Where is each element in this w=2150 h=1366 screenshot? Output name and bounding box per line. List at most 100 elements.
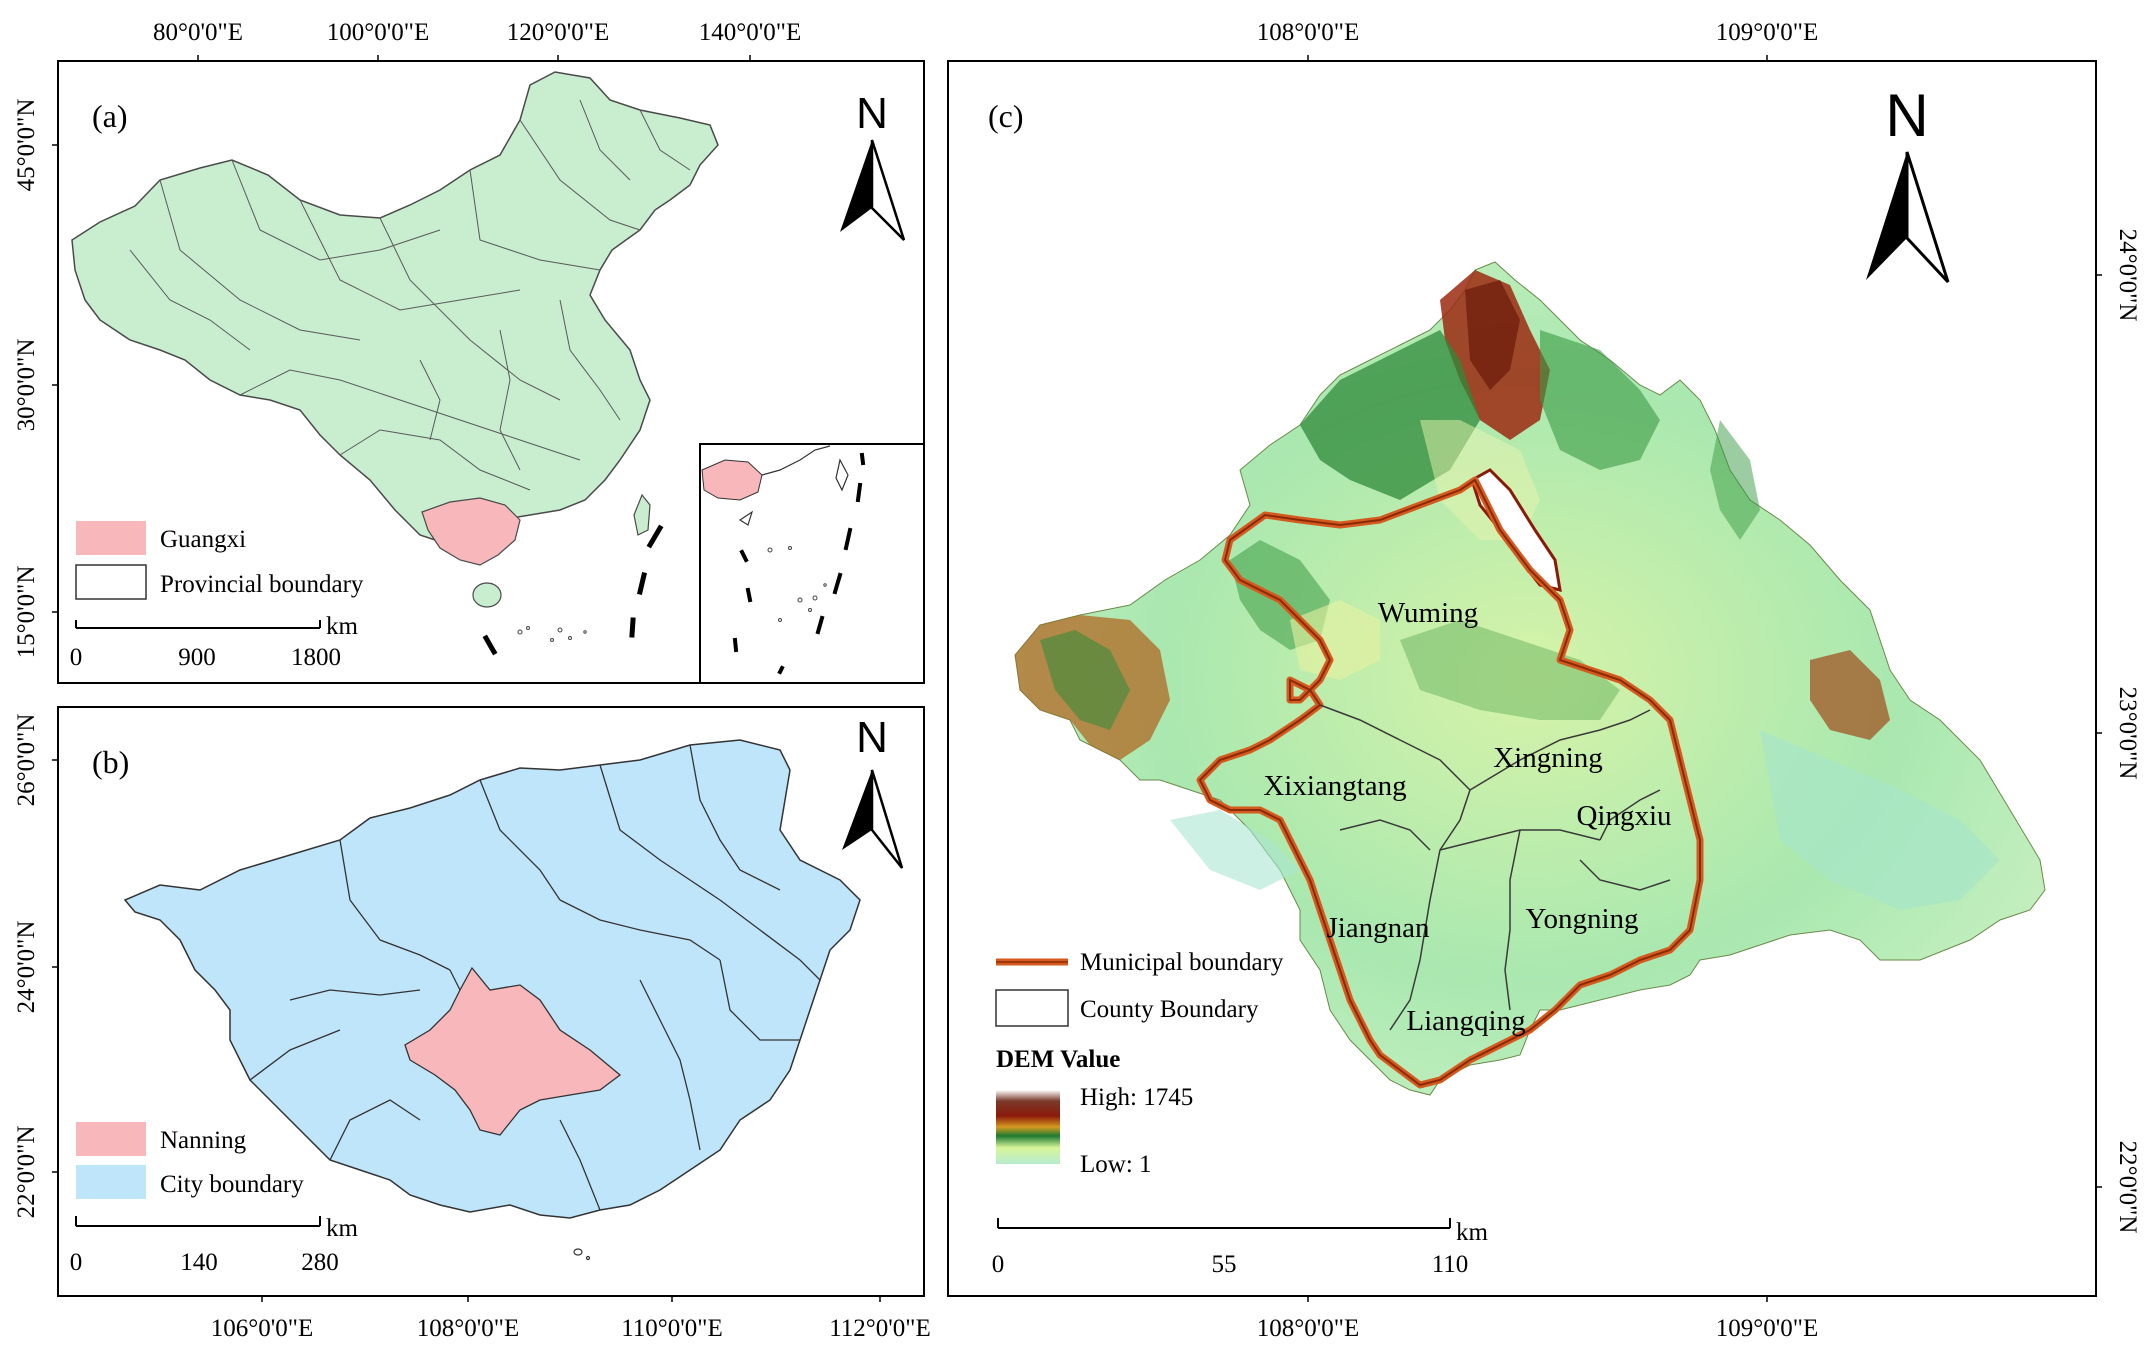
tick-label: 109°0'0"E — [1716, 1315, 1818, 1342]
tick-label: 45°0'0"N — [13, 99, 40, 192]
legend-swatch-guangxi — [76, 521, 146, 555]
inset-dashes — [732, 452, 866, 675]
tick-label: 24°0'0"N — [2114, 229, 2141, 322]
panel-c-scale-bar: km 0 55 110 — [992, 1218, 1489, 1278]
svg-text:N: N — [1885, 82, 1928, 149]
legend-county-swatch — [995, 989, 1069, 1027]
panel-b-frame — [57, 706, 925, 1297]
city-boundaries — [249, 744, 821, 1211]
panel-c: (c) 108°0'0"E 109°0'0"E 108°0'0"E 109°0'… — [947, 19, 2141, 1342]
nine-dash-line — [482, 524, 664, 656]
guangxi-land — [123, 739, 861, 1219]
panel-b-scale-bar: km 0 140 280 — [70, 1215, 359, 1276]
panel-c-label: (c) — [988, 98, 1024, 134]
tick-label: 120°0'0"E — [507, 19, 609, 46]
panel-a: (a) 80°0'0"E 100°0'0"E 120°0'0"E 140°0'0… — [13, 19, 925, 684]
tick-label: 110°0'0"E — [621, 1315, 723, 1342]
tick-label: 80°0'0"E — [153, 19, 243, 46]
inset-islands — [767, 546, 827, 622]
china-land — [71, 71, 719, 546]
tick-label: 100°0'0"E — [327, 19, 429, 46]
legend-label: City boundary — [160, 1171, 304, 1198]
svg-text:N: N — [856, 713, 888, 762]
panel-a-legend: Guangxi Provincial boundary — [75, 521, 364, 600]
svg-text:0: 0 — [992, 1251, 1005, 1278]
tick-label: 23°0'0"N — [2114, 687, 2141, 780]
svg-text:55: 55 — [1212, 1251, 1237, 1278]
county-label-wuming: Wuming — [1378, 597, 1478, 629]
svg-text:280: 280 — [301, 1249, 339, 1276]
legend-label: Provincial boundary — [160, 571, 364, 598]
provincial-boundaries — [129, 99, 691, 491]
legend-label: Municipal boundary — [1080, 949, 1284, 976]
panel-a-left-ticks: 45°0'0"N 30°0'0"N 15°0'0"N — [13, 99, 58, 659]
panel-b-left-ticks: 26°0'0"N 24°0'0"N 22°0'0"N — [13, 714, 58, 1219]
inset-coastline — [738, 445, 849, 526]
legend-label: County Boundary — [1080, 996, 1259, 1023]
legend-swatch-city — [76, 1165, 146, 1199]
panel-b: (b) 26°0'0"N 24°0'0"N 22°0'0"N 106°0'0"E… — [13, 706, 931, 1342]
tick-label: 109°0'0"E — [1716, 19, 1818, 46]
tick-label: 22°0'0"N — [2114, 1141, 2141, 1234]
tick-label: 108°0'0"E — [1257, 19, 1359, 46]
panel-b-bottom-ticks: 106°0'0"E 108°0'0"E 110°0'0"E 112°0'0"E — [211, 1296, 931, 1342]
county-label-xingning: Xingning — [1493, 742, 1603, 774]
panel-c-bottom-ticks: 108°0'0"E 109°0'0"E — [1257, 1296, 1818, 1342]
svg-text:km: km — [326, 1215, 359, 1242]
county-label-xixiangtang: Xixiangtang — [1263, 770, 1406, 802]
county-label-yongning: Yongning — [1525, 903, 1638, 935]
panel-b-label: (b) — [92, 744, 129, 780]
tick-label: 24°0'0"N — [13, 921, 40, 1014]
svg-text:140: 140 — [180, 1249, 218, 1276]
tick-label: 106°0'0"E — [211, 1315, 313, 1342]
guangxi-highlight — [421, 497, 521, 566]
dem-color-ramp — [996, 1090, 1060, 1164]
svg-text:km: km — [1456, 1219, 1489, 1246]
north-arrow: N — [842, 713, 904, 869]
municipal-boundary-inner — [1198, 478, 1701, 1087]
panel-a-label: (a) — [92, 98, 128, 134]
panel-c-frame — [947, 60, 2097, 1297]
legend-swatch-provincial — [75, 564, 147, 600]
tick-label: 26°0'0"N — [13, 714, 40, 807]
panel-c-top-ticks: 108°0'0"E 109°0'0"E — [1257, 19, 1818, 61]
county-label-liangqing: Liangqing — [1406, 1005, 1525, 1037]
county-label-jiangnan: Jiangnan — [1326, 912, 1430, 944]
tick-label: 15°0'0"N — [13, 566, 40, 659]
inset-frame — [699, 443, 925, 684]
taiwan-island — [633, 493, 651, 536]
inset-guangxi — [701, 459, 763, 501]
county-boundaries — [1319, 704, 1671, 1031]
south-sea-islands — [517, 626, 587, 642]
tick-label: 112°0'0"E — [829, 1315, 931, 1342]
svg-text:0: 0 — [70, 644, 83, 671]
panel-a-top-ticks: 80°0'0"E 100°0'0"E 120°0'0"E 140°0'0"E — [153, 19, 801, 61]
svg-text:km: km — [326, 613, 359, 640]
hainan-island — [472, 582, 502, 608]
svg-text:110: 110 — [1432, 1251, 1469, 1278]
panel-c-legend: Municipal boundary County Boundary DEM V… — [995, 949, 1284, 1178]
tick-label: 108°0'0"E — [1257, 1315, 1359, 1342]
legend-dem-high: High: 1745 — [1080, 1084, 1193, 1111]
dem-region — [1014, 261, 2046, 1096]
svg-text:1800: 1800 — [291, 644, 341, 671]
panel-a-frame — [57, 60, 925, 684]
tick-label: 22°0'0"N — [13, 1126, 40, 1219]
tick-label: 30°0'0"N — [13, 339, 40, 432]
panel-c-right-ticks: 24°0'0"N 23°0'0"N 22°0'0"N — [2096, 229, 2141, 1234]
tick-label: 108°0'0"E — [417, 1315, 519, 1342]
svg-text:N: N — [856, 89, 888, 138]
county-labels: Wuming Xixiangtang Xingning Qingxiu Jian… — [1263, 597, 1671, 1037]
panel-b-legend: Nanning City boundary — [76, 1122, 304, 1199]
panel-a-scale-bar: km 0 900 1800 — [70, 613, 359, 671]
north-arrow: N — [1866, 82, 1950, 284]
legend-label: Nanning — [160, 1127, 247, 1154]
legend-dem-low: Low: 1 — [1080, 1151, 1152, 1178]
tick-label: 140°0'0"E — [699, 19, 801, 46]
nanning-highlight — [404, 966, 622, 1136]
legend-dem-title: DEM Value — [996, 1046, 1120, 1073]
small-islands — [573, 1248, 591, 1261]
county-label-qingxiu: Qingxiu — [1576, 800, 1671, 832]
svg-text:900: 900 — [178, 644, 216, 671]
